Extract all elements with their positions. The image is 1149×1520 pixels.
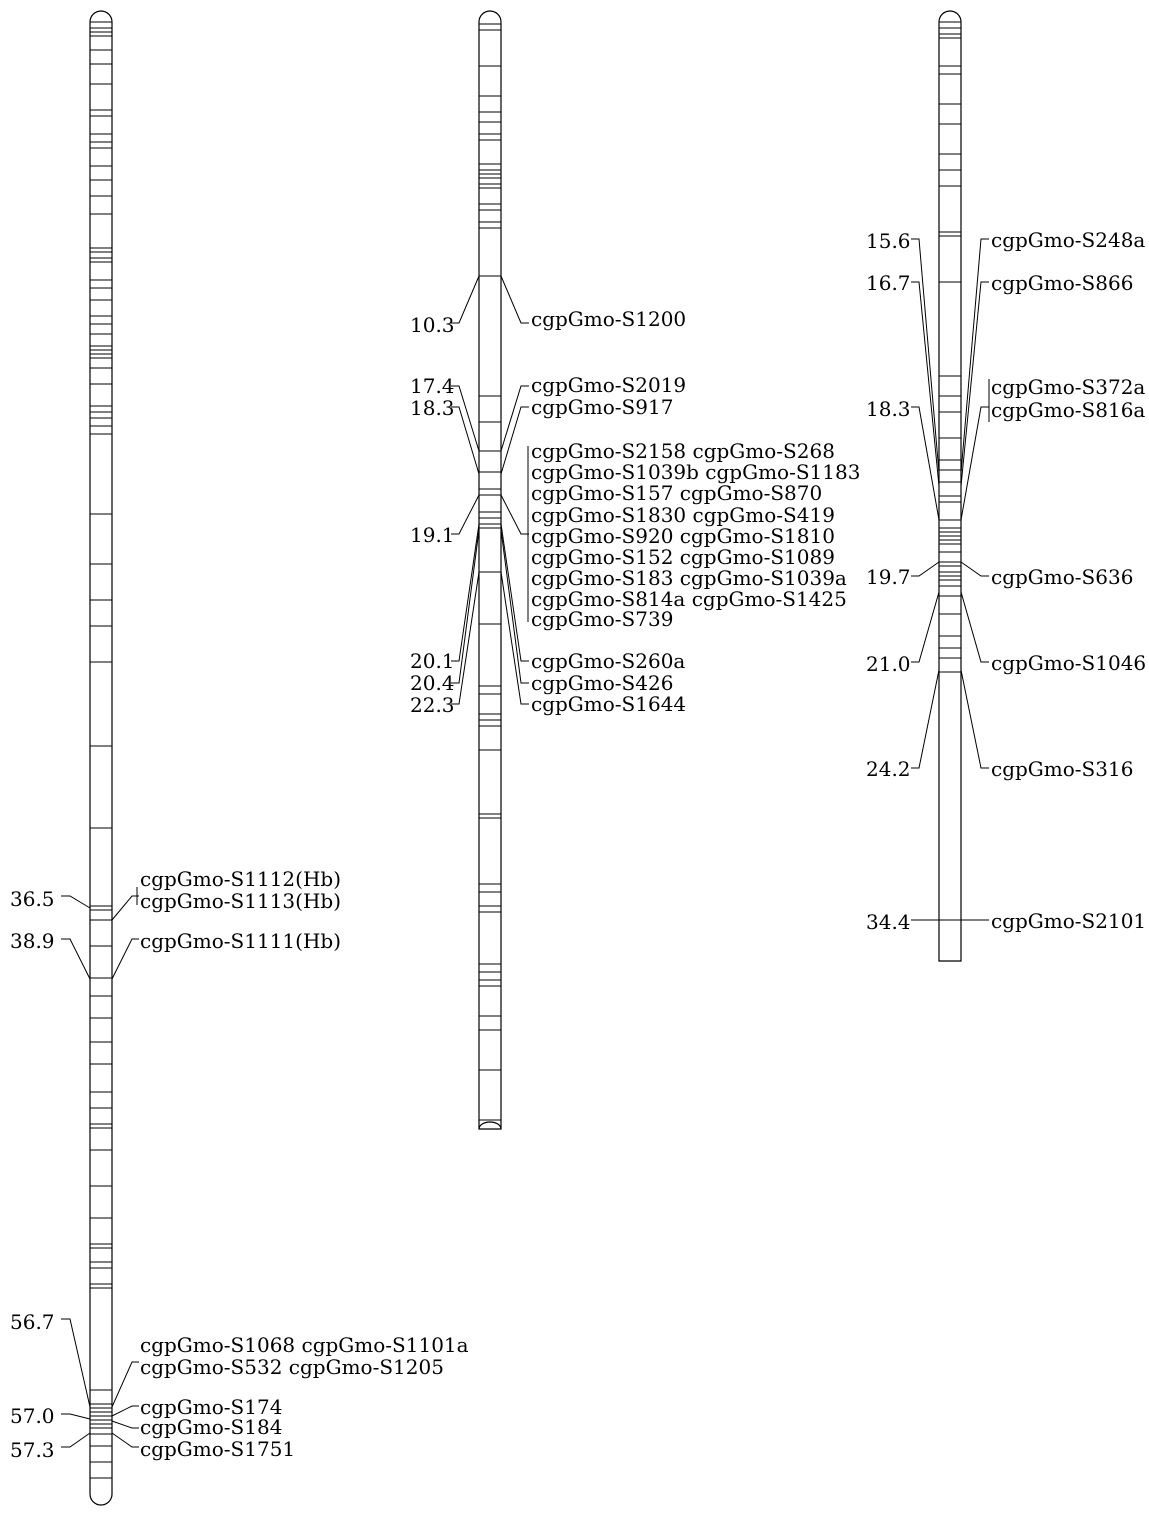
connector-line <box>111 1432 139 1448</box>
position-label: 19.1 <box>410 523 455 547</box>
marker-label: cgpGmo-S1111(Hb) <box>140 929 341 953</box>
chromosome-b-bands <box>479 23 501 1121</box>
connector-line <box>960 591 989 663</box>
marker-label: cgpGmo-S816a <box>991 398 1145 422</box>
connector-line <box>500 385 529 452</box>
connector-line <box>911 591 940 663</box>
marker-label: cgpGmo-S1046 <box>991 651 1146 675</box>
position-label: 15.6 <box>866 229 911 253</box>
marker-label: cgpGmo-S1113(Hb) <box>140 889 341 913</box>
position-label: 24.2 <box>866 757 911 781</box>
position-label: 18.3 <box>410 396 455 420</box>
position-label: 20.4 <box>410 671 455 695</box>
marker-label: cgpGmo-S372a <box>991 375 1145 399</box>
connector-line <box>960 281 989 487</box>
connector-line <box>500 571 529 705</box>
connector-line <box>451 529 480 684</box>
connector-line <box>960 406 989 521</box>
chromosome-a-body <box>89 10 113 1506</box>
connector-line <box>500 523 529 662</box>
position-label: 38.9 <box>10 929 55 953</box>
marker-label: cgpGmo-S316 <box>991 757 1133 781</box>
chromosome-a-bands <box>90 21 112 1479</box>
marker-label: cgpGmo-S814a cgpGmo-S1425 <box>531 587 847 611</box>
connector-line <box>500 406 529 475</box>
marker-label: cgpGmo-S917 <box>531 395 673 419</box>
marker-label: cgpGmo-S739 <box>531 607 673 631</box>
position-label: 19.7 <box>866 565 911 589</box>
connector-line <box>111 1361 139 1408</box>
position-label: 16.7 <box>866 271 911 295</box>
position-label: 20.1 <box>410 649 455 673</box>
connector-line <box>111 1405 139 1417</box>
marker-label: cgpGmo-S1112(Hb) <box>140 867 341 891</box>
position-label: 10.3 <box>410 313 455 337</box>
marker-label: cgpGmo-S174 <box>140 1395 282 1419</box>
connector-line <box>500 529 529 684</box>
connector-line <box>500 275 529 324</box>
marker-label: cgpGmo-S1644 <box>531 692 686 716</box>
connector-line <box>911 406 940 521</box>
marker-label: cgpGmo-S2019 <box>531 373 686 397</box>
connector-line <box>61 938 91 980</box>
connector-line <box>451 494 480 535</box>
position-label: 56.7 <box>10 1310 55 1334</box>
marker-label: cgpGmo-S866 <box>991 271 1133 295</box>
chromosome-b-body <box>478 10 502 1130</box>
connector-line <box>61 1432 91 1448</box>
connector-line <box>500 494 529 535</box>
position-label: 17.4 <box>410 374 455 398</box>
marker-label: cgpGmo-S1068 cgpGmo-S1101a <box>140 1333 469 1357</box>
connector-line <box>61 1318 91 1408</box>
position-label: 34.4 <box>866 910 911 934</box>
connector-line <box>960 561 989 577</box>
marker-label: cgpGmo-S260a <box>531 649 685 673</box>
marker-label: cgpGmo-S532 cgpGmo-S1205 <box>140 1355 444 1379</box>
connector-line <box>451 275 480 324</box>
marker-label: cgpGmo-S426 <box>531 671 673 695</box>
chromosome-b: 10.3 cgpGmo-S1200 17.4 cgpGmo-S2019 18.3… <box>410 10 860 1130</box>
position-label: 57.3 <box>10 1438 55 1462</box>
marker-label: cgpGmo-S157 cgpGmo-S870 <box>531 481 822 505</box>
marker-label: cgpGmo-S1200 <box>531 307 686 331</box>
marker-label: cgpGmo-S1039b cgpGmo-S1183 <box>531 460 860 484</box>
marker-label: cgpGmo-S1830 cgpGmo-S419 <box>531 503 835 527</box>
connector-line <box>911 669 940 769</box>
marker-label: cgpGmo-S2158 cgpGmo-S268 <box>531 439 835 463</box>
connector-line <box>911 561 940 577</box>
marker-label: cgpGmo-S2101 <box>991 909 1146 933</box>
chromosome-c-bands <box>939 21 961 673</box>
marker-label: cgpGmo-S184 <box>140 1415 282 1439</box>
chromosome-a: 36.5 cgpGmo-S1112(Hb) cgpGmo-S1113(Hb) 3… <box>10 10 469 1506</box>
connector-line <box>111 1420 139 1429</box>
chromosome-b-end-cap <box>478 1121 502 1130</box>
position-label: 36.5 <box>10 887 55 911</box>
position-label: 22.3 <box>410 693 455 717</box>
marker-label: cgpGmo-S152 cgpGmo-S1089 <box>531 545 835 569</box>
position-label: 57.0 <box>10 1404 55 1428</box>
position-label: 21.0 <box>866 652 911 676</box>
marker-label: cgpGmo-S183 cgpGmo-S1039a <box>531 566 847 590</box>
connector-line <box>61 1413 91 1420</box>
connector-line <box>111 938 139 980</box>
connector-line <box>911 238 940 474</box>
position-label: 18.3 <box>866 397 911 421</box>
connector-line <box>911 281 940 487</box>
connector-line <box>111 895 139 921</box>
connector-line <box>960 669 989 769</box>
marker-label: cgpGmo-S920 cgpGmo-S1810 <box>531 524 835 548</box>
connector-line <box>451 571 480 705</box>
marker-label: cgpGmo-S248a <box>991 228 1145 252</box>
connector-line <box>451 523 480 662</box>
marker-label: cgpGmo-S1751 <box>140 1437 295 1461</box>
marker-label: cgpGmo-S636 <box>991 565 1133 589</box>
connector-line <box>451 385 480 452</box>
chromosome-c: 15.6 cgpGmo-S248a 16.7 cgpGmo-S866 18.3 … <box>866 10 1146 962</box>
connector-line <box>61 895 91 909</box>
connector-line <box>960 238 989 474</box>
connector-line <box>451 406 480 475</box>
